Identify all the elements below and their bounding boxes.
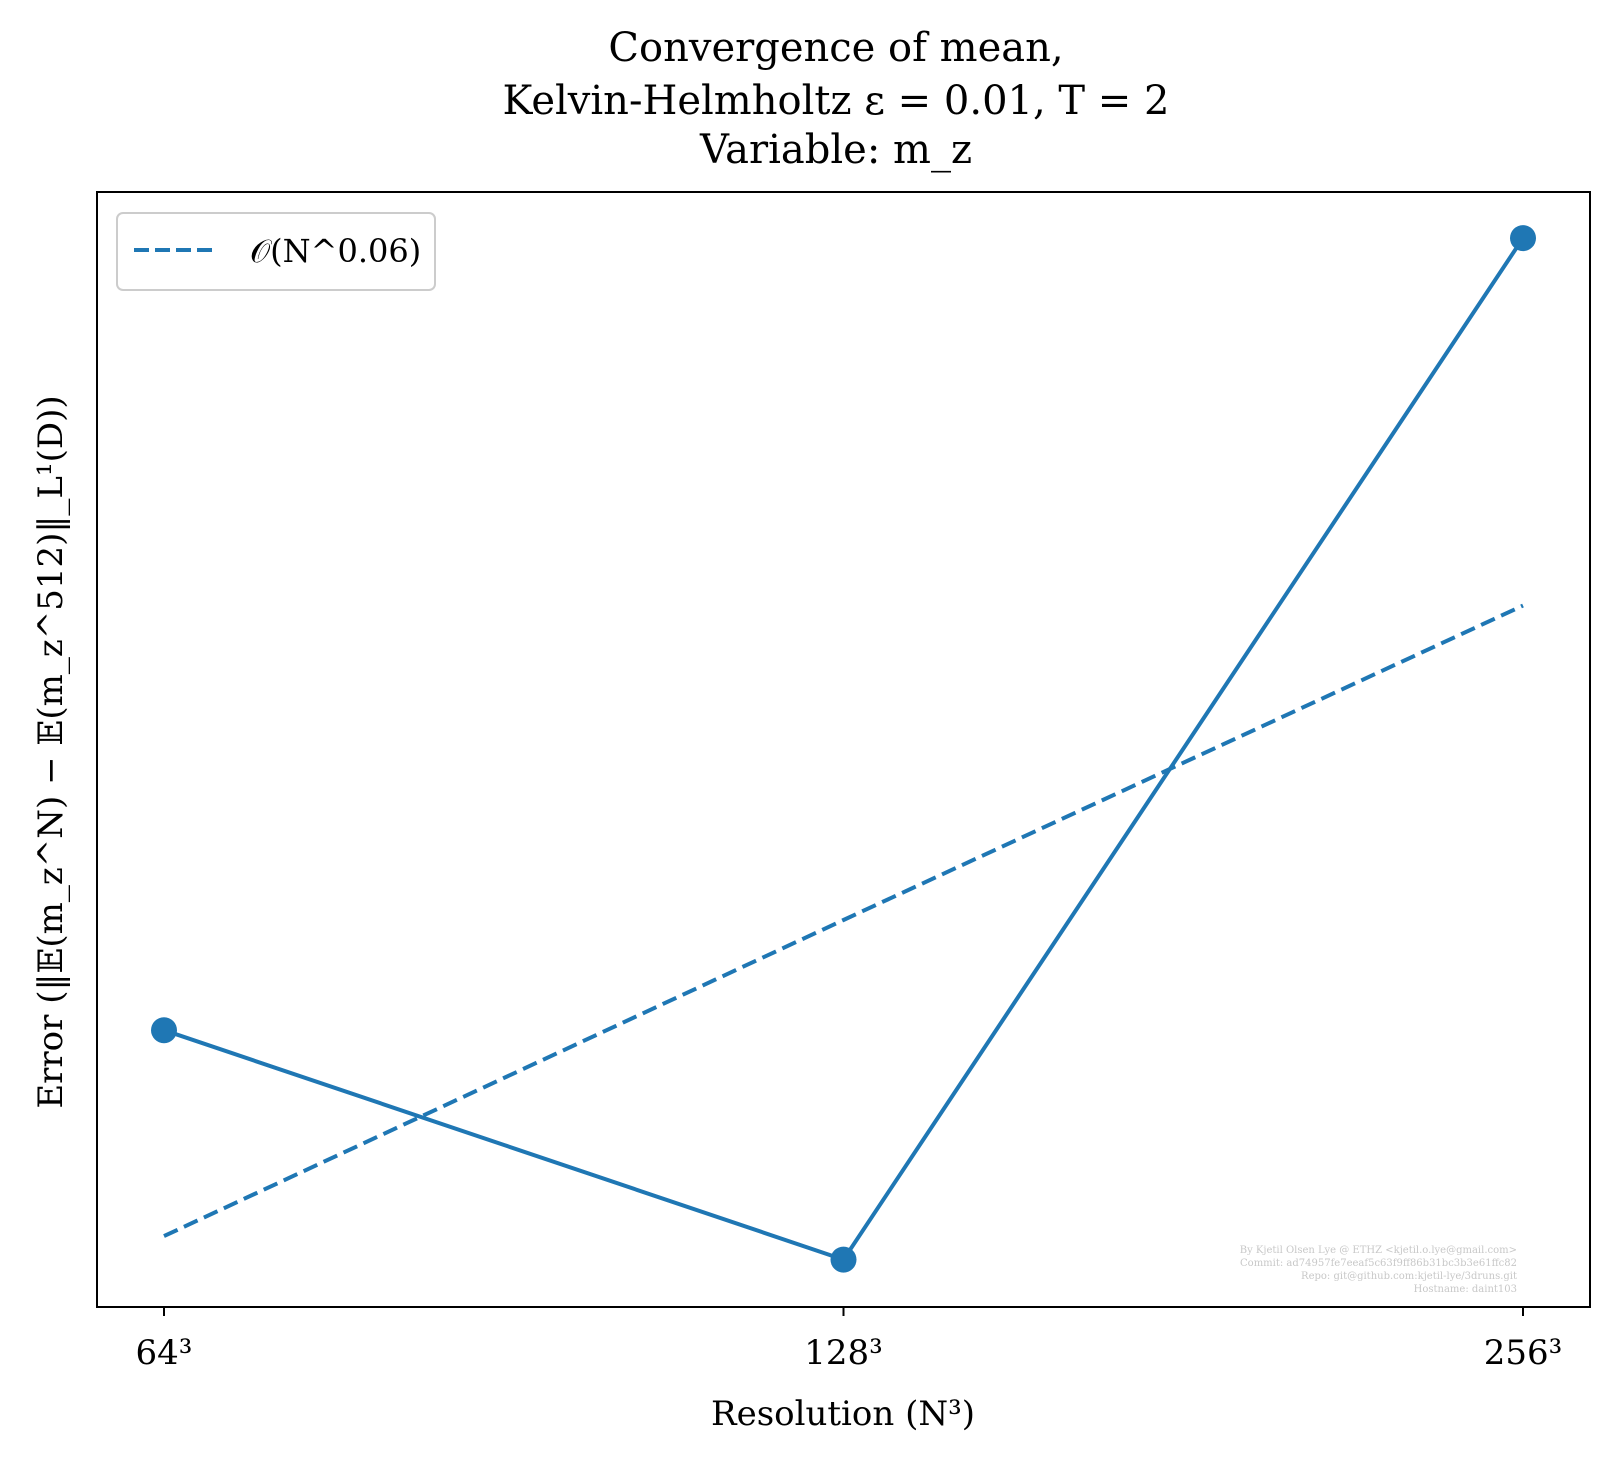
watermark-line-1: By Kjetil Olsen Lye @ ETHZ <kjetil.o.lye… xyxy=(1240,1245,1517,1256)
data-point-marker xyxy=(830,1246,857,1273)
plot-area: 64³ 128³ 256³ xyxy=(96,191,1591,1373)
x-ticks: 64³ 128³ 256³ xyxy=(136,1307,1563,1373)
reference-line-dashed xyxy=(163,603,1524,1238)
x-tick-label: 64³ xyxy=(136,1333,193,1373)
error-series-line xyxy=(163,236,1525,1262)
chart-title-line-1: Convergence of mean, xyxy=(608,25,1063,71)
y-axis-label: Error (‖𝔼(m_z^N) − 𝔼(m_z^512)‖_L¹(D)) xyxy=(31,395,71,1108)
series-layer xyxy=(151,225,1536,1273)
watermark: By Kjetil Olsen Lye @ ETHZ <kjetil.o.lye… xyxy=(1240,1245,1517,1295)
watermark-line-3: Repo: git@github.com:kjetil-lye/3druns.g… xyxy=(1301,1271,1517,1282)
chart-title: Convergence of mean, Kelvin-Helmholtz ε … xyxy=(503,25,1170,173)
chart-title-line-2: Kelvin-Helmholtz ε = 0.01, T = 2 xyxy=(503,78,1170,124)
legend: 𝒪(N^0.06) xyxy=(116,212,436,291)
watermark-line-4: Hostname: daint103 xyxy=(1414,1284,1517,1295)
chart-title-line-3: Variable: m_z xyxy=(699,127,972,173)
data-point-marker xyxy=(1510,225,1536,252)
x-tick-label: 128³ xyxy=(804,1333,883,1373)
x-tick-label: 256³ xyxy=(1484,1333,1563,1373)
data-point-marker xyxy=(151,1017,177,1044)
legend-box xyxy=(116,212,436,291)
legend-series-label: 𝒪(N^0.06) xyxy=(250,232,421,270)
plot-frame xyxy=(96,191,1591,1308)
x-axis-label: Resolution (N³) xyxy=(711,1394,975,1434)
watermark-line-2: Commit: ad74957fe7eeaf5c63f9ff86b31bc3b3… xyxy=(1240,1258,1517,1269)
